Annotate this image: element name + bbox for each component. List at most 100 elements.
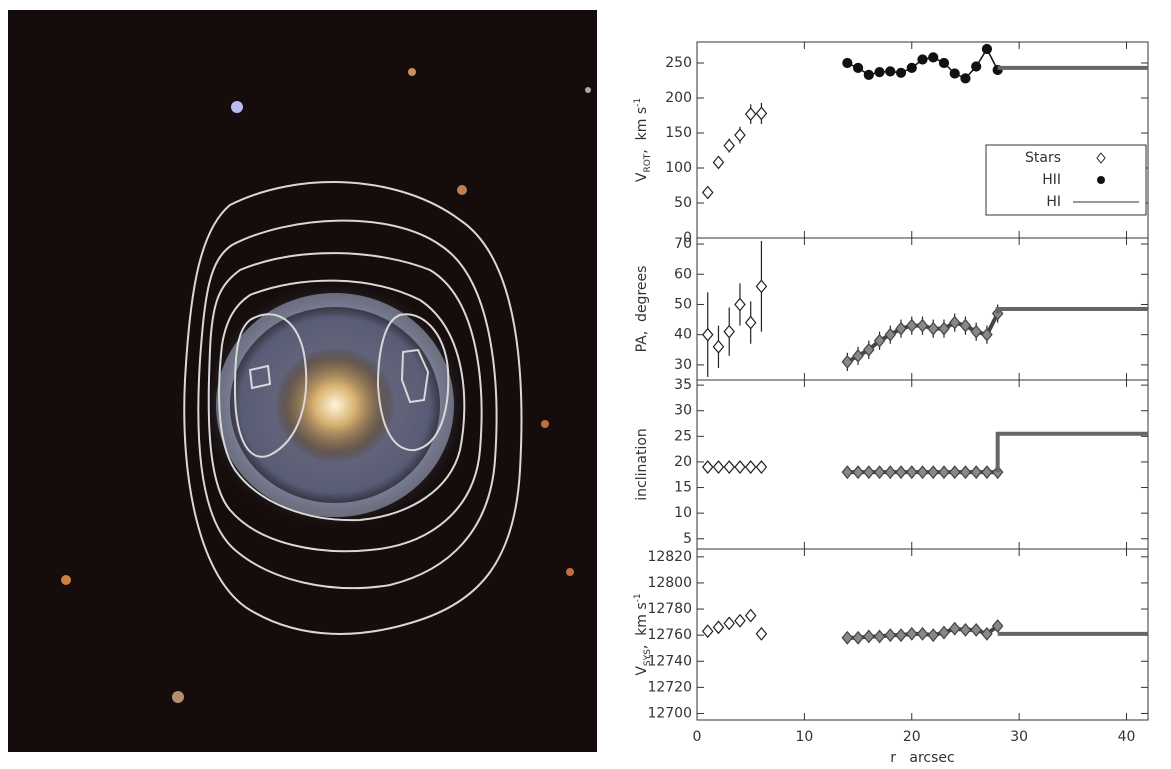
y-tick-label: 12780	[647, 601, 692, 617]
y-axis-label: PA, degrees	[634, 266, 650, 353]
point	[916, 626, 929, 641]
point	[927, 628, 940, 643]
legend-label: Stars	[1025, 150, 1061, 166]
point	[744, 608, 757, 623]
point	[701, 327, 714, 342]
point	[712, 620, 725, 635]
y-tick-label: 15	[674, 480, 692, 496]
point	[938, 57, 950, 69]
point	[873, 465, 886, 480]
y-tick-label: 30	[674, 403, 692, 419]
legend-marker	[1096, 152, 1106, 164]
point	[755, 626, 768, 641]
point	[712, 339, 725, 354]
point	[863, 465, 875, 480]
point	[744, 460, 757, 474]
y-tick-label: 100	[665, 160, 692, 176]
point	[895, 67, 907, 78]
x-tick-label: 40	[1118, 729, 1136, 745]
point	[841, 465, 854, 480]
point	[884, 628, 897, 643]
point	[884, 465, 897, 480]
point	[927, 465, 940, 480]
point	[906, 62, 917, 74]
point	[905, 626, 918, 641]
point	[723, 324, 735, 339]
y-tick-label: 35	[674, 377, 692, 393]
y-tick-label: 12740	[647, 653, 692, 669]
point	[701, 185, 714, 200]
y-tick-label: 50	[674, 195, 692, 211]
point	[938, 625, 950, 640]
point	[895, 628, 907, 643]
point	[959, 318, 972, 333]
point	[916, 318, 929, 333]
y-tick-label: 150	[665, 125, 692, 141]
x-axis-label: r arcsec	[890, 750, 954, 766]
point	[948, 465, 961, 480]
y-tick-label: 60	[674, 266, 692, 282]
x-tick-label: 0	[693, 729, 702, 745]
y-tick-label: 10	[674, 505, 692, 521]
point	[755, 279, 768, 294]
y-tick-label: 40	[674, 327, 692, 343]
y-tick-label: 0	[683, 230, 692, 246]
y-axis-label: VROT, km s-1	[633, 98, 653, 182]
point	[744, 315, 757, 330]
point	[991, 465, 1004, 480]
y-tick-label: 12800	[647, 575, 692, 591]
point	[970, 465, 982, 480]
point	[701, 460, 714, 474]
point	[701, 624, 714, 639]
point	[863, 69, 874, 81]
y-tick-label: 250	[665, 55, 692, 71]
point	[938, 321, 950, 336]
point	[928, 52, 939, 63]
point	[916, 465, 929, 480]
point	[842, 57, 853, 69]
point	[734, 297, 746, 312]
y-axis-label-part: , km s	[634, 107, 650, 154]
point	[712, 155, 725, 170]
point	[884, 327, 897, 342]
point	[981, 327, 993, 342]
y-axis-label-part: V	[634, 172, 650, 182]
point	[841, 630, 854, 645]
point	[981, 465, 993, 480]
point	[948, 315, 961, 330]
y-tick-label: 12820	[647, 549, 692, 565]
point	[981, 43, 993, 55]
point	[734, 613, 746, 628]
point	[917, 54, 928, 65]
point	[959, 622, 972, 637]
y-axis-label-part: PA, degrees	[634, 266, 650, 353]
y-axis-label-part: -1	[633, 98, 643, 107]
point	[959, 465, 972, 480]
point	[885, 66, 896, 77]
point	[852, 348, 864, 363]
point	[927, 321, 940, 336]
y-tick-label: 12760	[647, 627, 692, 643]
legend-label: HI	[1046, 194, 1061, 210]
y-tick-label: 5	[683, 531, 692, 547]
point	[991, 306, 1004, 321]
point	[905, 465, 918, 480]
y-axis-label-part: V	[634, 666, 650, 676]
legend-box	[985, 144, 1147, 216]
point	[723, 616, 735, 631]
point	[723, 460, 735, 474]
point	[852, 62, 864, 74]
point	[895, 321, 907, 336]
point	[970, 324, 982, 339]
galaxy-image	[8, 10, 597, 752]
point	[938, 465, 950, 480]
legend-marker	[1097, 176, 1105, 184]
point	[841, 354, 854, 369]
point	[723, 138, 735, 153]
point	[712, 460, 725, 474]
point	[970, 622, 982, 637]
point	[873, 333, 886, 348]
y-tick-label: 20	[674, 454, 692, 470]
